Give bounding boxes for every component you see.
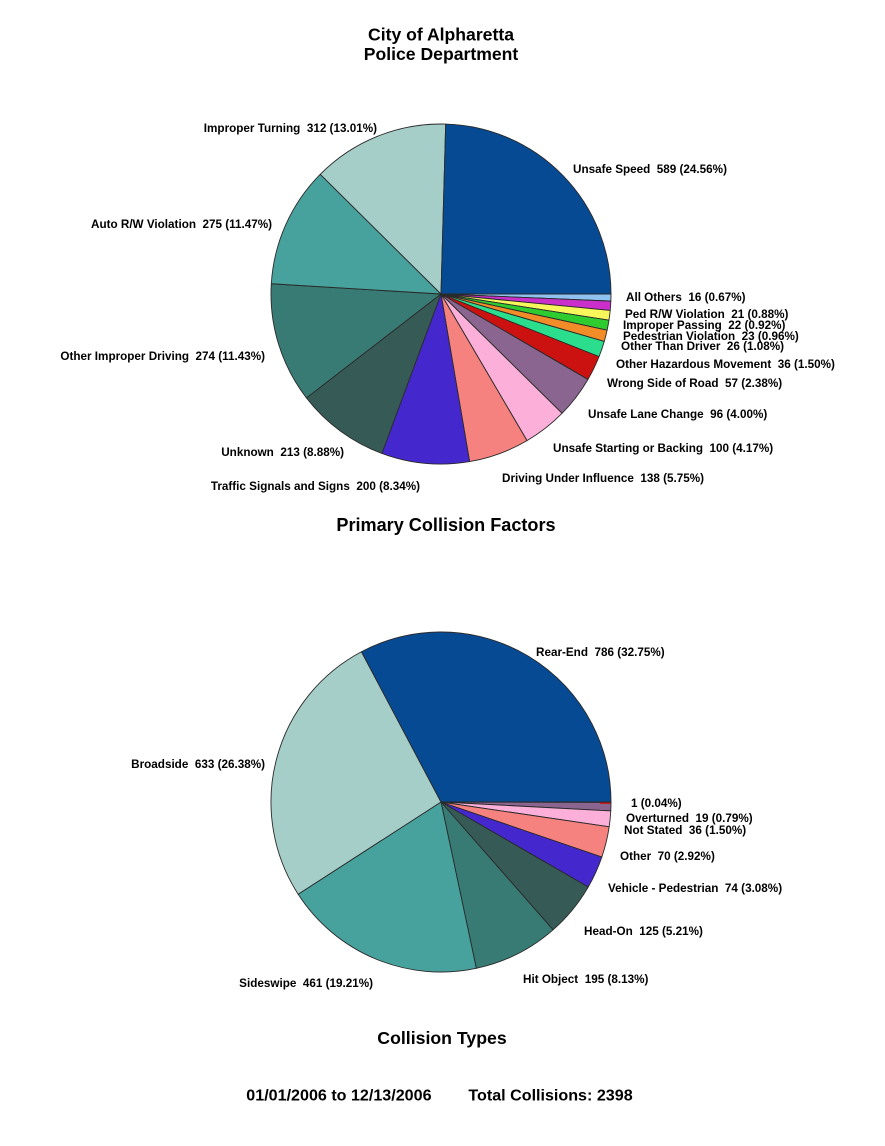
- svg-text:Sideswipe 461 (19.21%): Sideswipe 461 (19.21%): [239, 977, 373, 990]
- svg-text:Head-On 125 (5.21%): Head-On 125 (5.21%): [584, 925, 703, 938]
- svg-text:Unsafe Speed 589 (24.56%): Unsafe Speed 589 (24.56%): [573, 163, 727, 176]
- svg-text:All Others 16 (0.67%): All Others 16 (0.67%): [626, 291, 746, 304]
- svg-text:Improper Turning 312 (13.01%): Improper Turning 312 (13.01%): [204, 122, 377, 135]
- svg-text:Other Improper Driving 274 (1: Other Improper Driving 274 (11.43%): [60, 350, 265, 363]
- svg-text:Wrong Side of Road 57 (2.38%): Wrong Side of Road 57 (2.38%): [607, 377, 782, 390]
- svg-text:Broadside 633 (26.38%): Broadside 633 (26.38%): [131, 758, 265, 771]
- svg-text:Collision Types: Collision Types: [377, 1028, 507, 1048]
- svg-text:Unsafe Starting or Backing 10: Unsafe Starting or Backing 100 (4.17%): [553, 442, 773, 455]
- svg-text:Hit Object 195 (8.13%): Hit Object 195 (8.13%): [523, 973, 648, 986]
- svg-text:Vehicle - Pedestrian 74 (3.08: Vehicle - Pedestrian 74 (3.08%): [608, 882, 782, 895]
- svg-text:Traffic Signals and Signs 200: Traffic Signals and Signs 200 (8.34%): [211, 480, 420, 493]
- svg-text:Police Department: Police Department: [364, 44, 519, 64]
- svg-text:01/01/2006 to 12/13/2006: 01/01/2006 to 12/13/2006: [246, 1087, 431, 1105]
- svg-text:Other 70 (2.92%): Other 70 (2.92%): [620, 850, 715, 863]
- svg-text:Unknown 213 (8.88%): Unknown 213 (8.88%): [221, 446, 344, 459]
- svg-text:1 (0.04%): 1 (0.04%): [631, 797, 682, 810]
- svg-text:Driving Under Influence 138 (: Driving Under Influence 138 (5.75%): [502, 472, 704, 485]
- svg-text:Primary Collision Factors: Primary Collision Factors: [336, 515, 555, 535]
- svg-text:Other Hazardous Movement 36 (: Other Hazardous Movement 36 (1.50%): [616, 358, 835, 371]
- svg-text:Total Collisions: 2398: Total Collisions: 2398: [468, 1087, 632, 1105]
- svg-text:Not Stated 36 (1.50%): Not Stated 36 (1.50%): [624, 824, 746, 837]
- svg-text:Unsafe Lane Change 96 (4.00%): Unsafe Lane Change 96 (4.00%): [588, 408, 767, 421]
- svg-text:Other Than Driver 26 (1.08%): Other Than Driver 26 (1.08%): [621, 340, 784, 353]
- svg-text:Auto R/W Violation 275 (11.47: Auto R/W Violation 275 (11.47%): [91, 218, 272, 231]
- svg-text:Rear-End 786 (32.75%): Rear-End 786 (32.75%): [536, 646, 665, 659]
- svg-text:City of Alpharetta: City of Alpharetta: [368, 25, 514, 45]
